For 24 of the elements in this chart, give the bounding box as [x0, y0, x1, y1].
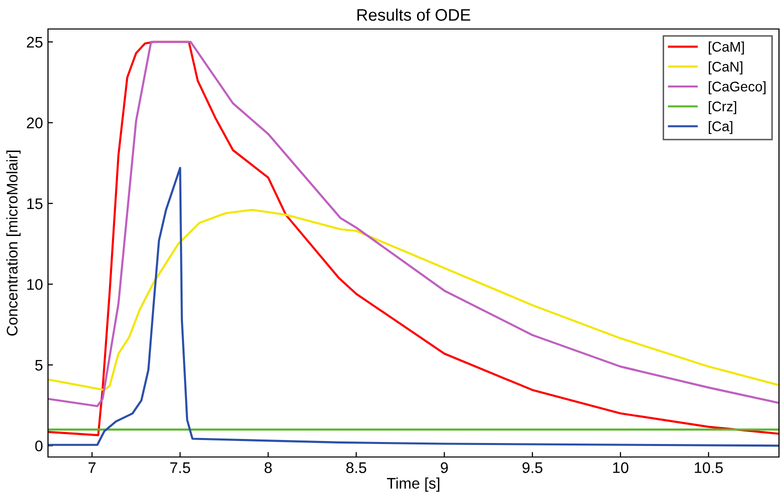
y-tick-label: 25	[26, 36, 42, 48]
y-tick-label: 10	[27, 279, 43, 290]
x-tick-label: 9	[440, 462, 448, 474]
x-tick-label: 7	[88, 462, 96, 473]
line-series	[48, 166, 779, 447]
x-tick-label: 10.5	[694, 462, 723, 474]
legend-label: [Ca]	[708, 121, 732, 134]
legend-label: [Crz]	[708, 101, 736, 114]
y-tick-label: 0	[35, 440, 43, 452]
legend-label: [CaM]	[708, 42, 744, 54]
x-axis-title: Time [s]	[386, 477, 440, 492]
x-tick-label: 8.5	[346, 462, 366, 474]
y-axis-title: Concentration [microMolair]	[6, 150, 21, 336]
x-tick-label: 9.5	[522, 462, 542, 474]
x-tick-label: 8	[264, 462, 272, 474]
line-series	[48, 208, 779, 392]
chart-title: Results of ODE	[357, 8, 470, 21]
legend-label: [CaN]	[708, 61, 742, 74]
y-tick-label: 15	[27, 198, 42, 210]
x-tick-label: 7.5	[170, 462, 190, 474]
y-tick-label: 20	[26, 118, 43, 128]
legend-label: [CaGeco]	[708, 81, 766, 94]
y-tick-label: 5	[35, 360, 42, 371]
x-tick-label: 10	[613, 462, 628, 474]
